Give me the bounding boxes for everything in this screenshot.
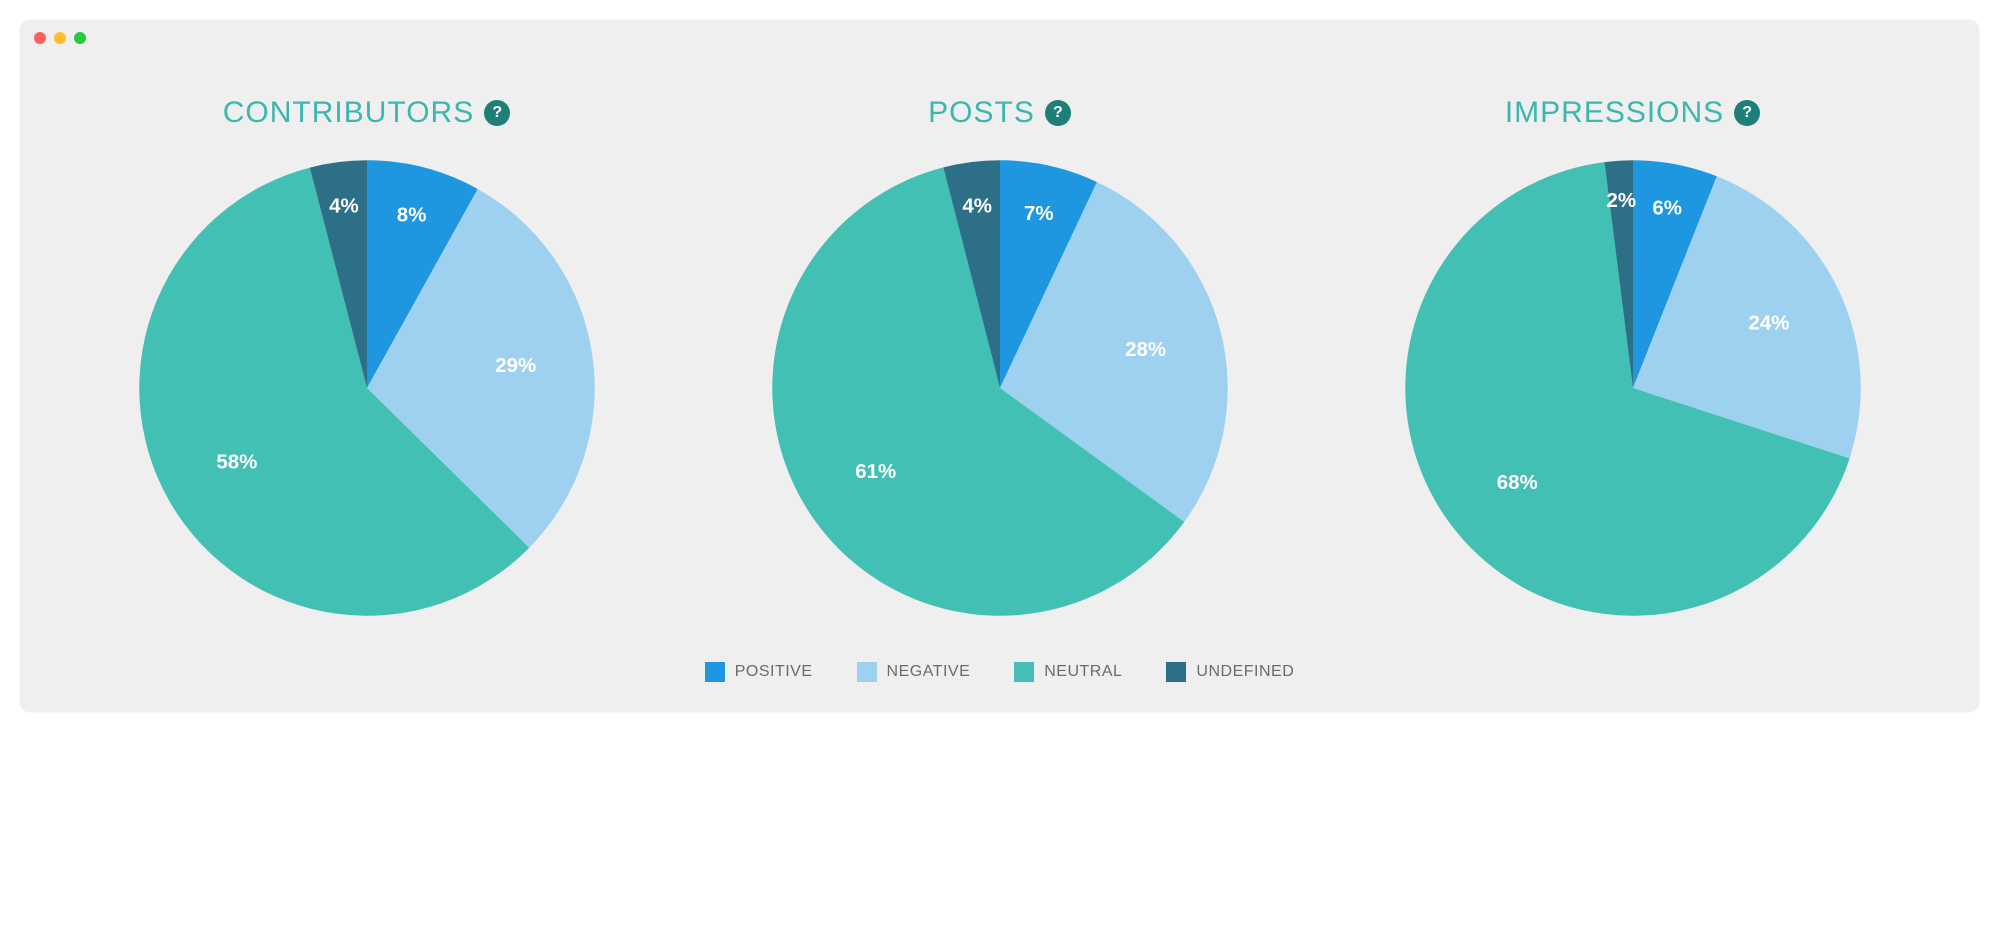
legend-swatch-negative (857, 662, 877, 682)
pie-slice-label-positive: 6% (1652, 196, 1682, 219)
pie-slice-label-neutral: 61% (855, 460, 896, 483)
chart-impressions: IMPRESSIONS? 6% 24% 68% 2% (1326, 96, 1939, 618)
chart-title-row: CONTRIBUTORS? (223, 96, 510, 130)
pie-slice-label-undefined: 4% (329, 195, 359, 218)
pie-slice-label-negative: 29% (495, 354, 536, 377)
chart-title-row: IMPRESSIONS? (1505, 96, 1760, 130)
pie-slice-label-negative: 28% (1125, 338, 1166, 361)
chart-title: CONTRIBUTORS (223, 96, 474, 130)
help-icon[interactable]: ? (1734, 100, 1760, 126)
help-icon[interactable]: ? (1045, 100, 1071, 126)
legend-item-positive[interactable]: POSITIVE (705, 662, 813, 682)
pie-slice-label-positive: 8% (396, 203, 426, 226)
chart-title-row: POSTS? (928, 96, 1071, 130)
legend-item-neutral[interactable]: NEUTRAL (1014, 662, 1122, 682)
pie-chart: 6% 24% 68% 2% (1403, 158, 1863, 618)
help-icon[interactable]: ? (484, 100, 510, 126)
pie-slice-label-undefined: 4% (962, 195, 992, 218)
chart-posts: POSTS? 7% 28% 61% 4% (693, 96, 1306, 618)
legend: POSITIVE NEGATIVE NEUTRAL UNDEFINED (60, 662, 1939, 682)
legend-swatch-neutral (1014, 662, 1034, 682)
legend-label-neutral: NEUTRAL (1044, 663, 1122, 681)
pie-slice-label-negative: 24% (1748, 311, 1789, 334)
pie-chart: 8% 29% 58% 4% (137, 158, 597, 618)
window-close-icon[interactable] (34, 32, 46, 44)
dashboard-content: CONTRIBUTORS? 8% 29% 58% 4% POSTS? 7% 28% 61% 4% I… (20, 56, 1979, 712)
legend-item-negative[interactable]: NEGATIVE (857, 662, 971, 682)
app-window: CONTRIBUTORS? 8% 29% 58% 4% POSTS? 7% 28% 61% 4% I… (20, 20, 1979, 712)
pie-slice-label-neutral: 58% (216, 451, 257, 474)
pie-chart: 7% 28% 61% 4% (770, 158, 1230, 618)
chart-contributors: CONTRIBUTORS? 8% 29% 58% 4% (60, 96, 673, 618)
legend-label-negative: NEGATIVE (887, 663, 971, 681)
window-titlebar (20, 20, 1979, 56)
chart-title: IMPRESSIONS (1505, 96, 1724, 130)
pie-slice-label-positive: 7% (1023, 202, 1053, 225)
window-zoom-icon[interactable] (74, 32, 86, 44)
charts-row: CONTRIBUTORS? 8% 29% 58% 4% POSTS? 7% 28% 61% 4% I… (60, 96, 1939, 618)
legend-item-undefined[interactable]: UNDEFINED (1166, 662, 1294, 682)
legend-label-undefined: UNDEFINED (1196, 663, 1294, 681)
legend-label-positive: POSITIVE (735, 663, 813, 681)
pie-slice-label-undefined: 2% (1606, 189, 1636, 212)
legend-swatch-undefined (1166, 662, 1186, 682)
legend-swatch-positive (705, 662, 725, 682)
chart-title: POSTS (928, 96, 1035, 130)
window-minimize-icon[interactable] (54, 32, 66, 44)
pie-slice-label-neutral: 68% (1496, 471, 1537, 494)
